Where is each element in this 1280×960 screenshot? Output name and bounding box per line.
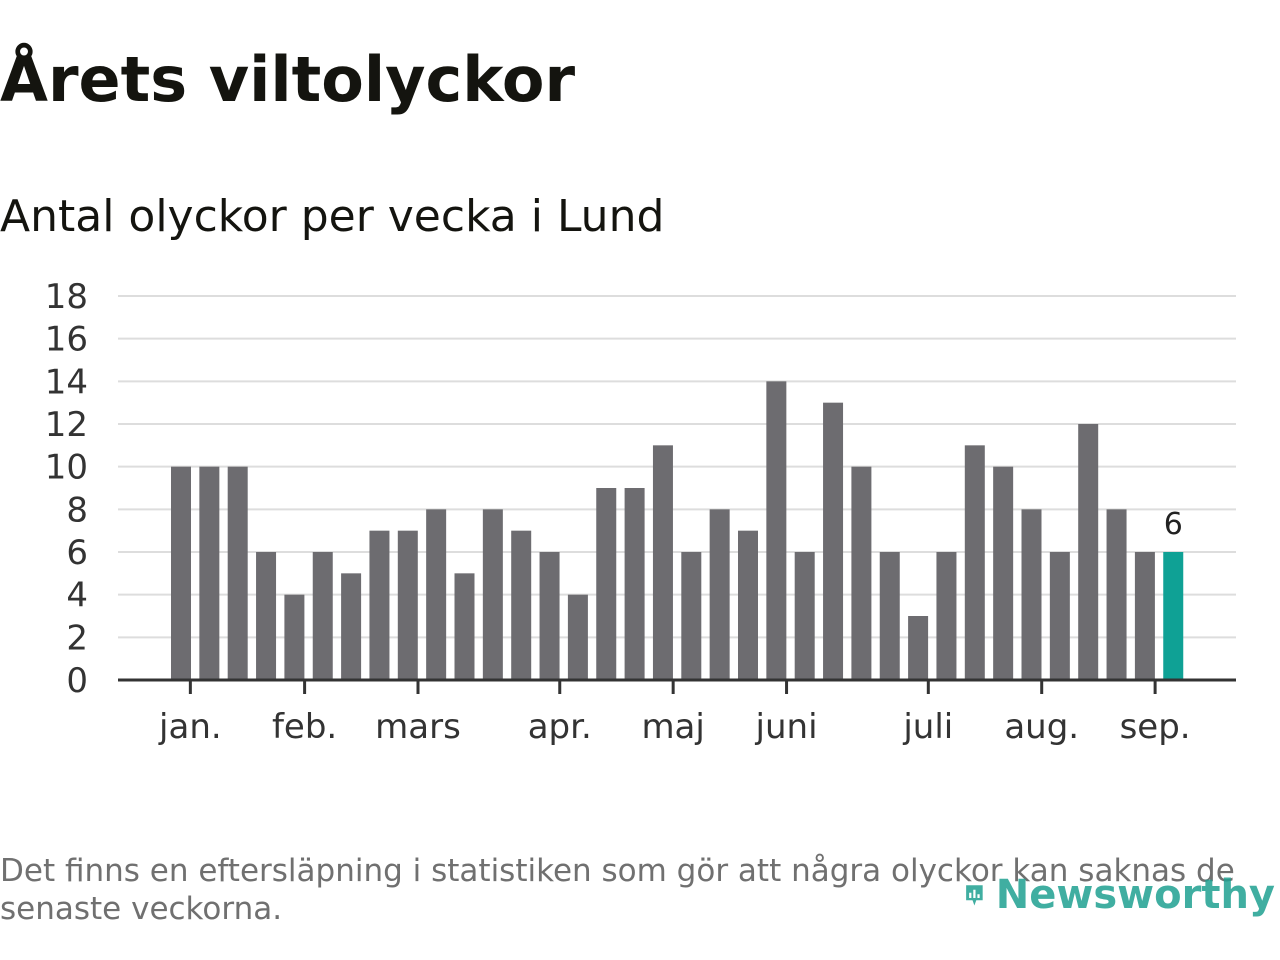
bar-week-31: [1021, 509, 1042, 680]
y-tick-label-2: 2: [66, 618, 88, 658]
x-tick-label-6: juli: [902, 707, 953, 747]
bar-week-5: [284, 594, 305, 680]
y-tick-label-4: 4: [66, 576, 88, 616]
bar-week-22: [766, 381, 787, 680]
bar-data-label: 6: [1164, 507, 1183, 542]
x-tick-label-3: apr.: [528, 707, 592, 747]
x-tick-label-7: aug.: [1004, 707, 1079, 747]
bar-week-3: [227, 466, 248, 680]
bar-week-25: [851, 466, 872, 680]
bar-week-7: [341, 573, 362, 680]
bar-week-1: [171, 466, 191, 680]
bar-week-14: [539, 552, 560, 680]
chart-title: Årets viltolyckor: [0, 43, 576, 116]
bar-week-28: [936, 552, 957, 680]
bar-week-15: [567, 594, 588, 680]
x-tick-label-8: sep.: [1120, 707, 1191, 747]
bar-week-23: [794, 552, 815, 680]
bar-week-6: [312, 552, 333, 680]
y-tick-label-6: 6: [66, 533, 88, 573]
y-tick-label-12: 12: [45, 405, 88, 445]
bar-week-29: [964, 445, 985, 680]
y-tick-label-0: 0: [66, 661, 88, 701]
x-tick-label-1: feb.: [272, 707, 337, 747]
bar-week-24: [823, 402, 844, 680]
bar-week-16: [596, 488, 617, 680]
bar-week-35: [1134, 552, 1155, 680]
y-tick-label-16: 16: [45, 320, 88, 360]
bar-week-32: [1049, 552, 1070, 680]
bar-week-19: [681, 552, 702, 680]
x-tick-label-4: maj: [641, 707, 704, 747]
bar-week-21: [738, 530, 758, 680]
chart-subtitle: Antal olyckor per vecka i Lund: [0, 191, 665, 242]
bar-week-17: [624, 488, 645, 680]
y-tick-label-8: 8: [66, 490, 88, 530]
x-tick-label-5: juni: [755, 707, 818, 747]
y-tick-label-18: 18: [45, 277, 88, 317]
bar-week-30: [993, 466, 1014, 680]
bar-week-12: [482, 509, 503, 680]
x-tick-label-0: jan.: [158, 707, 222, 747]
footnote: Det finns en eftersläpning i statistiken…: [0, 853, 1235, 927]
x-tick-label-2: mars: [375, 707, 461, 747]
bar-week-4: [256, 552, 277, 680]
bar-week-26: [879, 552, 900, 680]
bar-week-2: [199, 466, 220, 680]
bar-week-10: [426, 509, 447, 680]
y-tick-label-14: 14: [45, 362, 88, 402]
bar-week-33: [1078, 424, 1099, 680]
bar-week-18: [652, 445, 673, 680]
bar-week-8: [369, 530, 390, 680]
bar-week-20: [709, 509, 730, 680]
newsworthy-logo-icon: [966, 885, 983, 906]
newsworthy-logo: Newsworthy: [965, 860, 1275, 930]
newsworthy-logo-text: Newsworthy: [995, 872, 1275, 918]
bar-week-27: [908, 616, 929, 680]
bar-week-13: [511, 530, 532, 680]
bar-week-9: [397, 530, 418, 680]
bar-week-11: [454, 573, 475, 680]
y-tick-label-10: 10: [45, 448, 88, 488]
bar-week-34: [1106, 509, 1127, 680]
bar-week-36: [1163, 552, 1184, 680]
